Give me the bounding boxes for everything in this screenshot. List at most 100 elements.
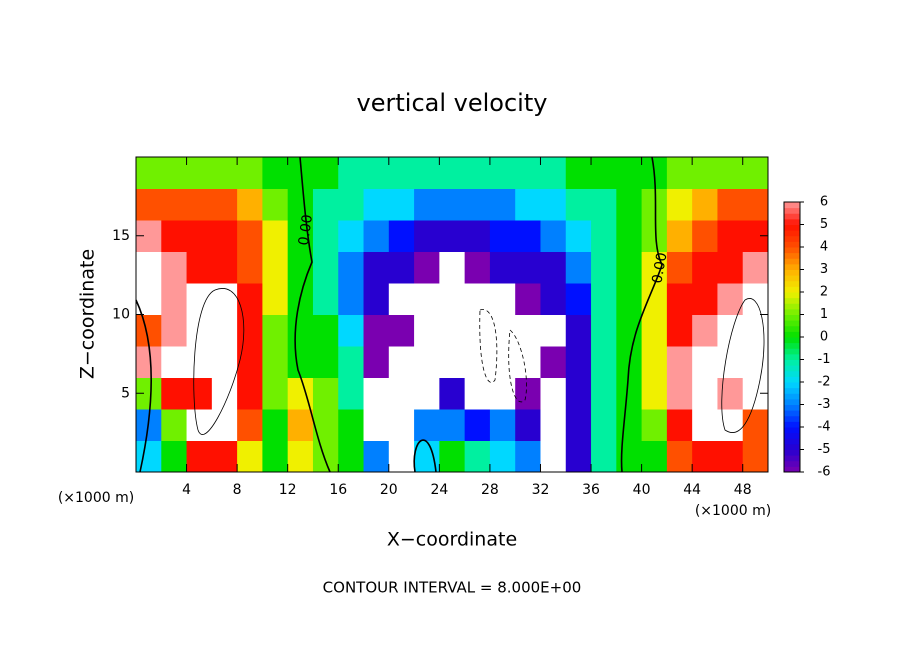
- heat-cell: [515, 251, 541, 284]
- heat-cell: [489, 377, 516, 410]
- heat-cell: [616, 314, 643, 347]
- heat-cell: [211, 283, 238, 315]
- colorbar-step: [784, 235, 800, 242]
- heat-cell: [338, 283, 365, 315]
- heat-cell: [641, 440, 668, 473]
- heat-cell: [388, 157, 415, 189]
- heat-cell: [591, 314, 617, 347]
- colorbar-label: 0: [820, 330, 828, 345]
- heat-cell: [717, 251, 744, 284]
- heat-cell: [616, 409, 643, 441]
- colorbar-step: [784, 382, 800, 389]
- heat-cell: [565, 188, 592, 221]
- heat-cell: [489, 409, 516, 441]
- heat-cell: [666, 377, 693, 410]
- heat-cell: [489, 314, 516, 347]
- x-tick-label: 44: [683, 482, 701, 498]
- heat-cell: [692, 220, 718, 252]
- colorbar-label: -2: [818, 375, 831, 390]
- heat-cell: [540, 220, 567, 252]
- heat-cell: [237, 283, 263, 315]
- heat-cell: [742, 251, 769, 284]
- heat-cell: [287, 188, 314, 221]
- heat-cell: [161, 409, 188, 441]
- heat-cell: [363, 220, 390, 252]
- heat-cell: [211, 409, 238, 441]
- contour-label: 0.00: [296, 213, 316, 246]
- heat-cell: [262, 283, 289, 315]
- heat-cell: [161, 251, 188, 284]
- colorbar-step: [784, 427, 800, 434]
- heat-cell: [540, 314, 567, 347]
- heat-cell: [363, 188, 390, 221]
- heat-cell: [591, 283, 617, 315]
- colorbar-step: [784, 325, 800, 332]
- heat-cell: [287, 314, 314, 347]
- colorbar-step: [784, 443, 800, 450]
- colorbar-step: [784, 387, 800, 394]
- y-tick-label: 5: [121, 385, 130, 401]
- colorbar-label: -1: [818, 352, 831, 367]
- heat-cell: [186, 220, 213, 252]
- heat-cell: [312, 251, 339, 284]
- contours: [135, 156, 663, 473]
- colorbar-step: [784, 269, 800, 276]
- colorbar-label: -4: [818, 420, 831, 435]
- heat-cell: [439, 440, 466, 473]
- colorbar-step: [784, 398, 800, 405]
- heat-cell: [540, 157, 567, 189]
- heat-cell: [237, 409, 263, 441]
- heat-cell: [312, 346, 339, 378]
- heat-cell: [565, 409, 592, 441]
- heat-cell: [565, 440, 592, 473]
- heat-cell: [211, 188, 238, 221]
- heat-cell: [414, 283, 440, 315]
- heat-cell: [186, 440, 213, 473]
- heat-cell: [439, 251, 466, 284]
- heat-cell: [717, 314, 744, 347]
- heat-cell: [338, 409, 365, 441]
- heat-cell: [515, 440, 541, 473]
- heat-cell: [692, 346, 718, 378]
- colorbar-label: 1: [820, 307, 828, 322]
- heat-cell: [186, 188, 213, 221]
- heat-cell: [262, 409, 289, 441]
- heat-cell: [591, 346, 617, 378]
- heat-cell: [186, 283, 213, 315]
- heat-cell: [211, 346, 238, 378]
- colorbar-step: [784, 365, 800, 372]
- heat-cell: [388, 440, 415, 473]
- heat-cell: [414, 220, 440, 252]
- heat-cell: [641, 251, 668, 284]
- heat-cell: [136, 251, 162, 284]
- heat-cell: [363, 283, 390, 315]
- contour-line: [508, 329, 527, 403]
- colorbar-step: [784, 280, 800, 287]
- heat-cell: [363, 314, 390, 347]
- heat-cell: [211, 157, 238, 189]
- heat-cell: [237, 157, 263, 189]
- heat-cell: [540, 251, 567, 284]
- contour-line: [620, 156, 663, 473]
- heat-cell: [692, 157, 718, 189]
- heat-cell: [312, 220, 339, 252]
- heat-cell: [338, 157, 365, 189]
- x-tick-label: 24: [430, 482, 448, 498]
- colorbar-step: [784, 438, 800, 445]
- colorbar-step: [784, 404, 800, 411]
- heat-cell: [464, 251, 491, 284]
- heat-cell: [237, 346, 263, 378]
- x-axis-label: X−coordinate: [387, 529, 517, 551]
- heat-cell: [464, 220, 491, 252]
- heat-cell: [540, 188, 567, 221]
- x-unit-label: (×1000 m): [695, 503, 771, 519]
- heat-cell: [312, 283, 339, 315]
- heat-cell: [591, 377, 617, 410]
- contour-line: [413, 439, 437, 473]
- heat-cell: [338, 346, 365, 378]
- colorbar-step: [784, 331, 800, 338]
- colorbar: -6 -5 -4 -3 -2 -1 0 1 2 3 4 5 6: [783, 195, 831, 480]
- heat-cell: [136, 188, 162, 221]
- x-tick-label: 28: [481, 482, 499, 498]
- heat-cell: [489, 283, 516, 315]
